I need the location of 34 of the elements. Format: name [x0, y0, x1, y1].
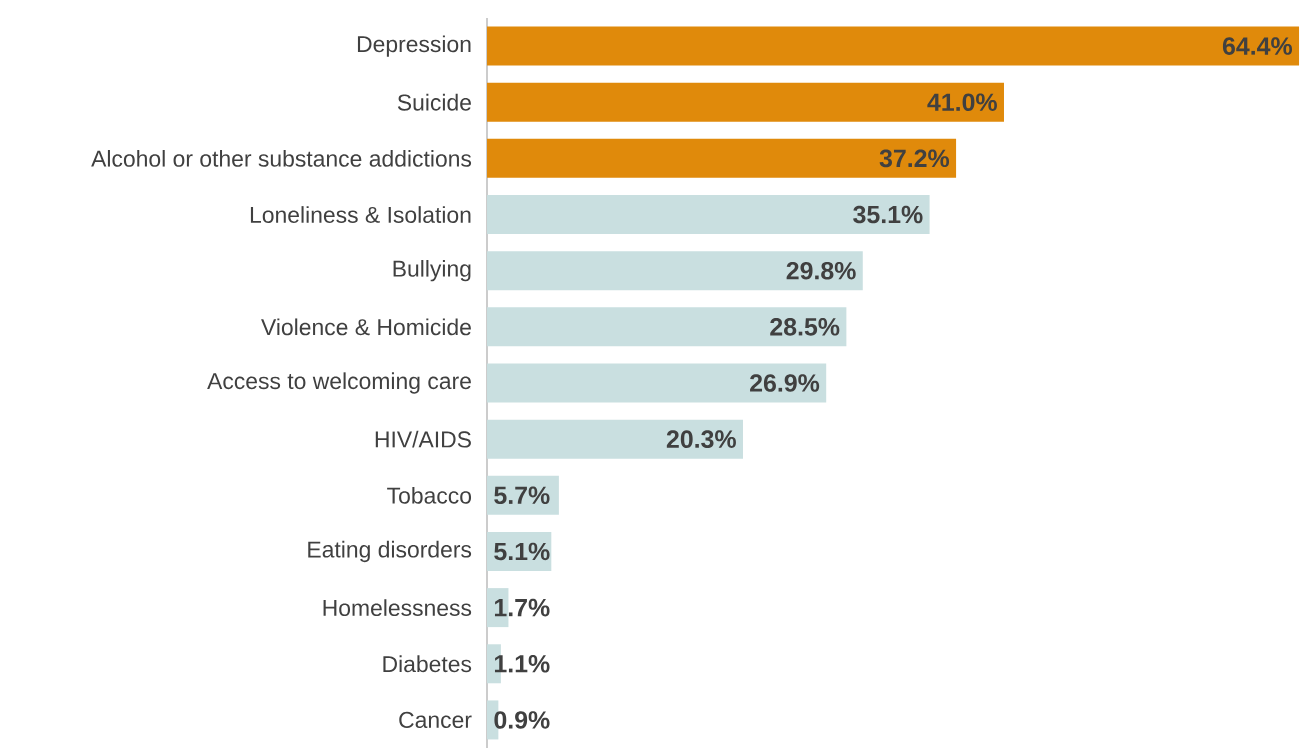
y-tick-label: Diabetes	[383, 655, 472, 673]
y-tick-label: HIV/AIDS	[375, 430, 471, 448]
bar	[487, 307, 847, 347]
bar	[487, 419, 743, 459]
bar	[487, 138, 957, 178]
y-tick-label: Eating disorders	[308, 540, 472, 563]
data-label: 5.1%	[494, 542, 550, 561]
data-label: 37.2%	[879, 149, 950, 168]
y-tick-label: Homelessness	[323, 599, 472, 617]
data-label: 28.5%	[770, 318, 840, 336]
data-label: 29.8%	[786, 261, 856, 280]
data-label: 1.1%	[494, 655, 550, 673]
data-label: 41.0%	[927, 93, 997, 112]
y-tick-label: Cancer	[399, 711, 472, 729]
y-tick-label: Bullying	[393, 260, 471, 282]
y-tick-label: Tobacco	[387, 486, 472, 504]
bar	[487, 195, 930, 235]
data-label: 26.9%	[750, 374, 820, 392]
data-label: 35.1%	[853, 205, 923, 224]
bar	[487, 82, 1004, 122]
data-label: 5.7%	[494, 486, 550, 505]
data-label: 0.9%	[494, 711, 550, 729]
bar	[487, 363, 827, 403]
y-tick-label: Depression	[357, 35, 471, 57]
data-label: 1.7%	[494, 598, 550, 617]
bar	[487, 251, 863, 291]
y-tick-label: Loneliness & Isolation	[250, 206, 471, 223]
y-tick-label: Access to welcoming care	[207, 372, 471, 394]
y-tick-label: Alcohol or other substance addictions	[91, 149, 472, 167]
data-label: 64.4%	[1222, 37, 1292, 55]
y-tick-label: Suicide	[397, 93, 471, 111]
data-label: 20.3%	[666, 430, 736, 448]
bar	[487, 26, 1300, 66]
y-tick-label: Violence & Homicide	[261, 318, 471, 336]
